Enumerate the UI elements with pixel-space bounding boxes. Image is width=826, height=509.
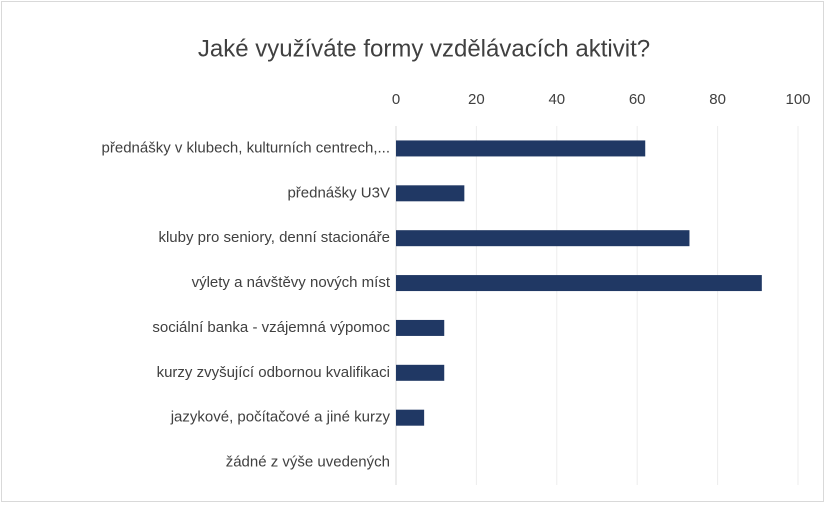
bar	[396, 140, 646, 157]
chart-title: Jaké využíváte formy vzdělávacích aktivi…	[198, 35, 650, 62]
y-tick-label: žádné z výše uvedených	[226, 454, 390, 471]
y-tick-label: výlety a návštěvy nových míst	[192, 274, 391, 291]
bar	[396, 409, 425, 426]
y-tick-label: přednášky v klubech, kulturních centrech…	[102, 139, 390, 156]
bar	[396, 185, 465, 202]
y-tick-label: sociální banka - vzájemná výpomoc	[152, 319, 390, 336]
x-tick-label: 0	[392, 91, 400, 108]
x-tick-label: 80	[709, 91, 726, 108]
y-tick-label: jazykové, počítačové a jiné kurzy	[170, 409, 391, 426]
y-tick-label: přednášky U3V	[287, 184, 390, 201]
x-tick-label: 60	[629, 91, 646, 108]
bar	[396, 364, 445, 381]
bar	[396, 275, 762, 292]
y-tick-label: kurzy zvyšující odbornou kvalifikaci	[157, 364, 390, 381]
bar	[396, 230, 690, 247]
x-tick-label: 100	[785, 91, 810, 108]
x-tick-label: 40	[548, 91, 565, 108]
y-tick-label: kluby pro seniory, denní stacionáře	[158, 229, 390, 246]
bar	[396, 319, 445, 336]
x-tick-label: 20	[468, 91, 485, 108]
